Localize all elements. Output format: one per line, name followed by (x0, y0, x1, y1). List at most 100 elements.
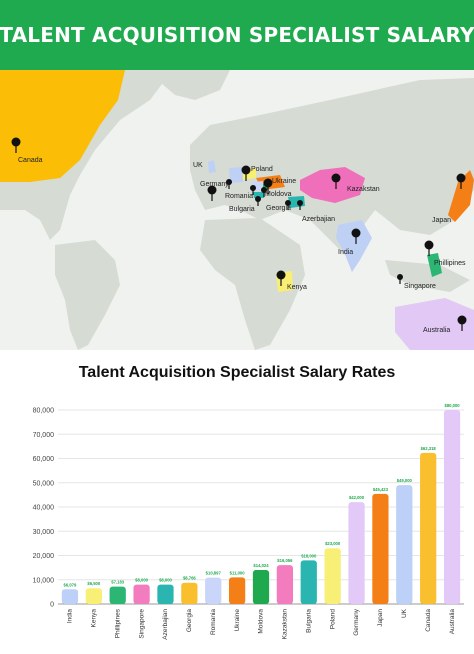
value-label: $6,079 (64, 582, 77, 587)
y-tick-label: 60,000 (33, 456, 55, 463)
y-tick-label: 10,000 (33, 577, 55, 584)
country-australia (395, 298, 474, 350)
value-label: $49,000 (397, 478, 413, 483)
value-label: $23,000 (325, 541, 341, 546)
map-pin-romania (250, 185, 256, 195)
category-label: Kazakstan (282, 609, 289, 640)
country-india (336, 220, 372, 272)
land-eurasia (190, 78, 474, 255)
map-label-india: India (338, 249, 353, 256)
value-label: $14,024 (253, 563, 269, 568)
category-label: Singapore (138, 609, 145, 639)
bar-moldova (252, 569, 270, 604)
category-label: Bulgaria (305, 609, 312, 633)
value-label: $8,000 (159, 578, 172, 583)
map-pin-georgia (285, 200, 291, 210)
map-label-romania: Romania (225, 193, 253, 200)
bar-ukraine (228, 577, 246, 604)
value-label: $8,766 (183, 576, 196, 581)
map-label-phillipines: Phillipines (434, 260, 466, 267)
value-label: $6,500 (87, 581, 100, 586)
map-pin-india (351, 228, 361, 244)
map-pin-uk (207, 185, 217, 201)
map-pin-azerbajian (297, 200, 303, 210)
bar-phillipines (109, 586, 126, 604)
map-label-singapore: Singapore (404, 283, 436, 290)
country-bulgaria (253, 192, 265, 198)
category-label: Canada (425, 609, 432, 632)
bar-kazakstan (276, 565, 294, 604)
bar-uk (396, 485, 413, 604)
map-label-uk: UK (193, 162, 203, 169)
map-label-moldova: Moldova (265, 191, 292, 198)
category-label: Germany (353, 608, 360, 635)
map-label-azerbajian: Azerbajian (302, 216, 335, 223)
map-pin-singapore (397, 274, 403, 284)
country-japan (448, 170, 474, 222)
y-tick-label: 30,000 (33, 529, 55, 536)
category-label: Kenya (91, 609, 98, 628)
bar-germany (348, 502, 365, 604)
value-label: $11,000 (230, 570, 246, 575)
y-tick-label: 0 (50, 602, 54, 609)
chart-title: Talent Acquisition Specialist Salary Rat… (78, 364, 396, 381)
category-label: Georgia (186, 609, 193, 633)
category-label: Azerbajian (162, 609, 169, 640)
country-phillipines (427, 253, 442, 277)
map-label-germany: Germany (200, 181, 229, 188)
map-pin-poland (241, 165, 251, 181)
bar-japan (372, 493, 389, 604)
map-pin-canada (11, 137, 21, 153)
map-pin-ukraine (263, 178, 273, 194)
value-label: $62,318 (421, 446, 437, 451)
category-label: Poland (329, 609, 336, 630)
map-pin-moldova (261, 187, 267, 197)
bar-singapore (133, 584, 150, 604)
bar-bulgaria (300, 560, 317, 604)
country-kazakstan (300, 167, 365, 203)
header-title: TALENT ACQUISITION SPECIALIST SALARY (0, 23, 474, 47)
value-label: $8,000 (135, 578, 148, 583)
value-label: $7,183 (111, 580, 124, 585)
category-label: Australia (449, 609, 456, 635)
y-tick-label: 20,000 (33, 553, 55, 560)
bar-kenya (85, 588, 102, 604)
map-label-ukraine: Ukraine (272, 178, 296, 185)
map-label-poland: Poland (251, 166, 273, 173)
land-greenland (150, 70, 230, 100)
category-label: Japan (377, 609, 384, 627)
land-africa (200, 218, 305, 350)
map-pin-kazakstan (331, 173, 341, 189)
map-label-japan: Japan (432, 217, 451, 224)
bar-georgia (181, 582, 198, 604)
salary-bar-chart: 0 10,000 20,000 30,000 40,000 50,000 60,000 70,… (33, 403, 464, 640)
category-label: India (67, 609, 74, 623)
y-tick-label: 50,000 (33, 480, 55, 487)
value-label: $16,056 (277, 558, 293, 563)
map-label-australia: Australia (423, 327, 450, 334)
map-label-kenya: Kenya (287, 284, 307, 291)
category-label: Romania (210, 609, 217, 635)
y-tick-label: 40,000 (33, 505, 55, 512)
bar-poland (324, 548, 341, 604)
map-label-kazakstan: Kazakstan (347, 186, 380, 193)
y-tick-label: 80,000 (33, 408, 55, 415)
value-label: $80,000 (444, 403, 460, 408)
bar-canada (420, 452, 437, 604)
map-pin-germany (226, 179, 232, 189)
value-label: $42,000 (349, 495, 365, 500)
map-label-canada: Canada (18, 157, 43, 164)
country-uk (208, 160, 216, 173)
world-map: Canada UK Poland Germany Ukraine Romania Moldo… (0, 70, 474, 350)
bar-india (61, 589, 79, 604)
land-indonesia (385, 260, 470, 292)
value-label: $10,897 (206, 571, 222, 576)
map-pin-australia (457, 315, 467, 331)
land-south-america (55, 240, 120, 350)
header-banner: TALENT ACQUISITION SPECIALIST SALARY (0, 0, 474, 70)
category-label: UK (401, 608, 408, 618)
category-label: Moldova (258, 609, 265, 634)
map-pin-phillipines (424, 240, 434, 256)
map-pin-bulgaria (255, 196, 261, 206)
bar-azerbajian (157, 584, 174, 604)
